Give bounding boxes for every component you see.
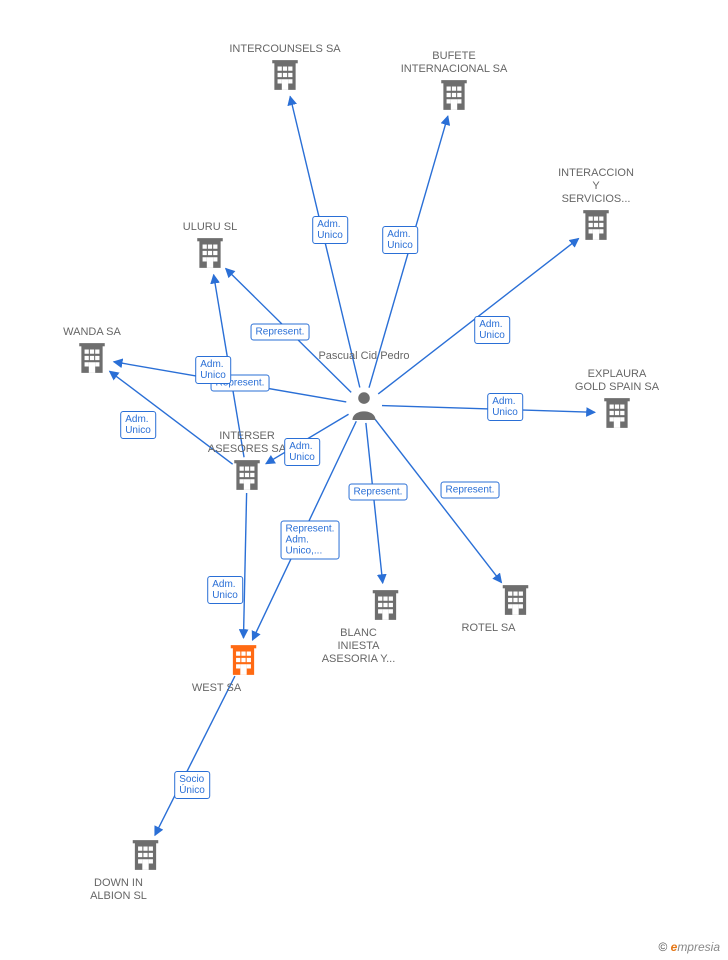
- company-label: EXPLAURA GOLD SPAIN SA: [547, 368, 687, 394]
- company-node-explaura[interactable]: EXPLAURA GOLD SPAIN SA: [600, 396, 634, 433]
- person-label: Pascual Cid Pedro: [318, 350, 409, 363]
- edge-label: Adm. Unico: [207, 576, 243, 604]
- company-label: WEST SA: [147, 682, 287, 695]
- edges-layer: [0, 0, 728, 960]
- edge-label: Represent.: [251, 324, 310, 341]
- edge-label: Adm. Unico: [474, 316, 510, 344]
- edge-line: [243, 493, 246, 638]
- brand-rest: mpresia: [677, 940, 720, 954]
- edge-label: Represent.: [441, 482, 500, 499]
- company-node-wanda[interactable]: WANDA SA: [75, 341, 109, 378]
- edge-label: Socio Único: [174, 771, 210, 799]
- company-label: INTERACCION Y SERVICIOS...: [526, 167, 666, 206]
- edge-label: Adm. Unico: [487, 393, 523, 421]
- company-label: ULURU SL: [140, 221, 280, 234]
- person-node[interactable]: [350, 390, 378, 423]
- edge-label: Represent. Adm. Unico,...: [281, 521, 340, 560]
- company-label: WANDA SA: [22, 326, 162, 339]
- edge-label: Adm. Unico: [382, 226, 418, 254]
- company-node-rotel[interactable]: ROTEL SA: [472, 583, 559, 635]
- diagram-canvas: Pascual Cid Pedro INTERCOUNSELS SA BUFET…: [0, 0, 728, 960]
- edge-line: [155, 676, 235, 835]
- edge-label: Represent.: [349, 484, 408, 501]
- company-node-interser[interactable]: INTERSER ASESORES SA: [230, 458, 264, 495]
- company-node-down[interactable]: DOWN IN ALBION SL: [102, 838, 189, 903]
- company-node-intercounsels[interactable]: INTERCOUNSELS SA: [268, 58, 302, 95]
- company-label: ROTEL SA: [419, 622, 559, 635]
- copyright-symbol: ©: [658, 940, 667, 954]
- edge-label: Adm. Unico: [312, 216, 348, 244]
- company-node-bufete[interactable]: BUFETE INTERNACIONAL SA: [437, 78, 471, 115]
- company-label: DOWN IN ALBION SL: [49, 877, 189, 903]
- company-label: BLANC INIESTA ASESORIA Y...: [289, 627, 429, 666]
- edge-label: Adm. Unico: [195, 356, 231, 384]
- company-node-uluru[interactable]: ULURU SL: [193, 236, 227, 273]
- edge-line: [366, 423, 383, 583]
- company-node-blanc[interactable]: BLANC INIESTA ASESORIA Y...: [342, 588, 429, 666]
- edge-line: [375, 419, 502, 582]
- edge-label: Adm. Unico: [120, 411, 156, 439]
- company-node-interaccion[interactable]: INTERACCION Y SERVICIOS...: [579, 208, 613, 245]
- company-label: BUFETE INTERNACIONAL SA: [384, 50, 524, 76]
- company-label: INTERCOUNSELS SA: [215, 43, 355, 56]
- copyright: © empresia: [658, 940, 720, 954]
- edge-label: Adm. Unico: [284, 438, 320, 466]
- company-node-west[interactable]: WEST SA: [200, 643, 287, 695]
